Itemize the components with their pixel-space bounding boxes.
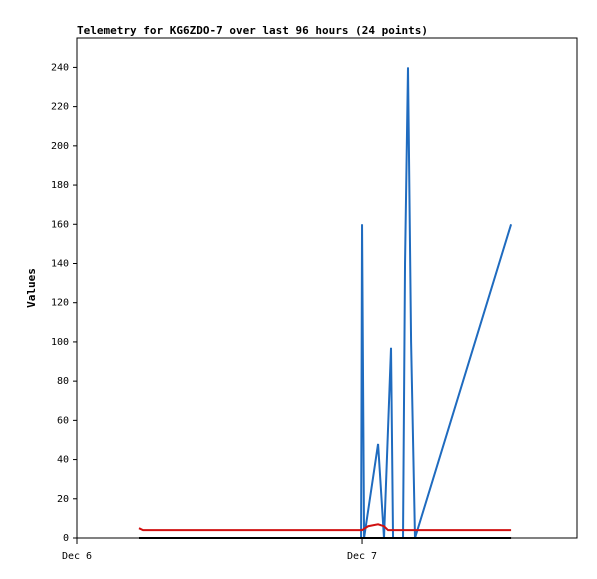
y-axis-label: Values [25,268,38,308]
x-tick-label: Dec 6 [62,551,92,562]
chart-title: Telemetry for KG6ZDO-7 over last 96 hour… [77,24,428,37]
y-tick-label: 180 [51,180,69,191]
y-tick-label: 0 [63,533,69,544]
plot-frame [76,37,578,539]
y-tick-label: 220 [51,102,69,113]
y-tick-label: 20 [57,494,69,505]
x-tick-label: Dec 7 [347,551,377,562]
y-tick-label: 100 [51,337,69,348]
data-line [138,523,512,532]
y-tick-label: 80 [57,376,69,387]
y-tick-label: 200 [51,141,69,152]
data-line [360,67,513,539]
y-tick-label: 140 [51,258,69,269]
y-tick-label: 120 [51,298,69,309]
y-tick-label: 240 [51,62,69,73]
y-tick-label: 160 [51,219,69,230]
y-tick-label: 60 [57,415,69,426]
y-tick-label: 40 [57,455,69,466]
